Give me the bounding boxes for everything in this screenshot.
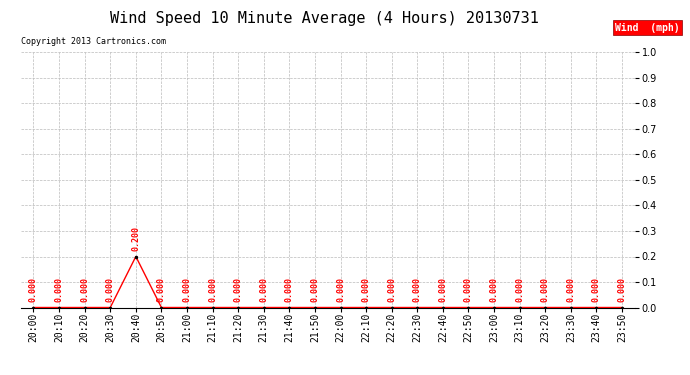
- Text: 0.000: 0.000: [464, 277, 473, 302]
- Text: 0.000: 0.000: [490, 277, 499, 302]
- Text: 0.000: 0.000: [592, 277, 601, 302]
- Text: 0.000: 0.000: [413, 277, 422, 302]
- Text: 0.000: 0.000: [566, 277, 575, 302]
- Text: 0.000: 0.000: [80, 277, 89, 302]
- Text: Wind  (mph): Wind (mph): [615, 22, 680, 33]
- Text: 0.000: 0.000: [285, 277, 294, 302]
- Text: 0.000: 0.000: [234, 277, 243, 302]
- Text: 0.000: 0.000: [208, 277, 217, 302]
- Text: 0.000: 0.000: [618, 277, 627, 302]
- Text: 0.000: 0.000: [259, 277, 268, 302]
- Text: Wind Speed 10 Minute Average (4 Hours) 20130731: Wind Speed 10 Minute Average (4 Hours) 2…: [110, 11, 539, 26]
- Text: 0.000: 0.000: [106, 277, 115, 302]
- Text: 0.000: 0.000: [362, 277, 371, 302]
- Text: 0.000: 0.000: [55, 277, 63, 302]
- Text: 0.000: 0.000: [541, 277, 550, 302]
- Text: 0.000: 0.000: [183, 277, 192, 302]
- Text: Copyright 2013 Cartronics.com: Copyright 2013 Cartronics.com: [21, 38, 166, 46]
- Text: 0.000: 0.000: [336, 277, 345, 302]
- Text: 0.000: 0.000: [310, 277, 319, 302]
- Text: 0.000: 0.000: [387, 277, 396, 302]
- Text: 0.000: 0.000: [157, 277, 166, 302]
- Text: 0.000: 0.000: [438, 277, 447, 302]
- Text: 0.000: 0.000: [29, 277, 38, 302]
- Text: 0.200: 0.200: [131, 226, 140, 251]
- Text: 0.000: 0.000: [515, 277, 524, 302]
